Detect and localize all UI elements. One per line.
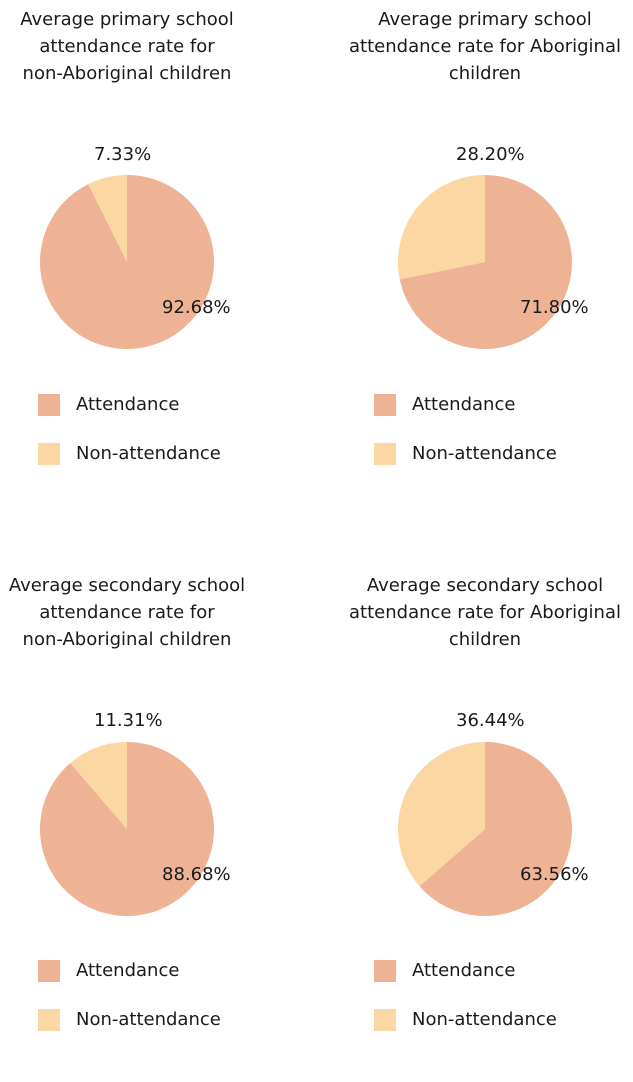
legend-label: Attendance xyxy=(76,960,180,981)
data-label-non-attendance: 7.33% xyxy=(94,144,151,165)
legend-item-non-attendance: Non-attendance xyxy=(38,440,221,468)
pie-slice-non-attendance xyxy=(70,742,127,829)
chart-panel-secondary-non-aboriginal: Average secondary school attendance rate… xyxy=(0,566,292,1082)
legend-swatch-non-attendance xyxy=(38,443,60,465)
legend-swatch-attendance xyxy=(38,960,60,982)
pie-chart: 63.56% 36.44% xyxy=(398,710,589,916)
legend-item-attendance: Attendance xyxy=(38,391,179,419)
data-label-non-attendance: 36.44% xyxy=(456,710,525,731)
legend-label: Non-attendance xyxy=(412,443,557,464)
pie-slice-attendance xyxy=(40,175,215,349)
legend-item-non-attendance: Non-attendance xyxy=(38,1006,221,1034)
legend-swatch-attendance xyxy=(38,394,60,416)
chart-panel-primary-aboriginal: Average primary school attendance rate f… xyxy=(320,0,633,516)
chart-title: Average secondary school attendance rate… xyxy=(349,575,621,650)
legend-item-attendance: Attendance xyxy=(374,957,515,985)
legend-label: Attendance xyxy=(412,960,516,981)
pie-chart: 88.68% 11.31% xyxy=(39,710,231,916)
pie-slice-attendance xyxy=(419,742,572,916)
legend-swatch-attendance xyxy=(374,960,396,982)
legend-label: Non-attendance xyxy=(76,443,221,464)
legend-swatch-attendance xyxy=(374,394,396,416)
data-label-non-attendance: 28.20% xyxy=(456,144,525,165)
chart-panel-secondary-aboriginal: Average secondary school attendance rate… xyxy=(320,566,633,1082)
legend-item-non-attendance: Non-attendance xyxy=(374,440,557,468)
pie-slice-non-attendance xyxy=(88,175,127,262)
data-label-attendance: 88.68% xyxy=(162,864,231,885)
pie-slice-attendance xyxy=(399,175,572,349)
pie-slice-non-attendance xyxy=(398,742,485,887)
chart-title: Average primary school attendance rate f… xyxy=(20,9,234,84)
legend-swatch-non-attendance xyxy=(38,1009,60,1031)
data-label-attendance: 92.68% xyxy=(162,297,231,318)
legend-item-attendance: Attendance xyxy=(38,957,179,985)
legend-swatch-non-attendance xyxy=(374,1009,396,1031)
legend-label: Attendance xyxy=(76,394,180,415)
data-label-attendance: 63.56% xyxy=(520,864,589,885)
data-label-non-attendance: 11.31% xyxy=(94,710,163,731)
legend-item-attendance: Attendance xyxy=(374,391,515,419)
pie-chart: 92.68% 7.33% xyxy=(40,144,231,349)
legend-label: Non-attendance xyxy=(412,1009,557,1030)
chart-title: Average secondary school attendance rate… xyxy=(8,575,246,650)
chart-panel-primary-non-aboriginal: Average primary school attendance rate f… xyxy=(0,0,292,516)
pie-chart: 71.80% 28.20% xyxy=(398,144,589,349)
legend-label: Attendance xyxy=(412,394,516,415)
legend-item-non-attendance: Non-attendance xyxy=(374,1006,557,1034)
data-label-attendance: 71.80% xyxy=(520,297,589,318)
chart-title: Average primary school attendance rate f… xyxy=(349,9,621,84)
pie-slice-non-attendance xyxy=(398,175,485,280)
legend-label: Non-attendance xyxy=(76,1009,221,1030)
legend-swatch-non-attendance xyxy=(374,443,396,465)
